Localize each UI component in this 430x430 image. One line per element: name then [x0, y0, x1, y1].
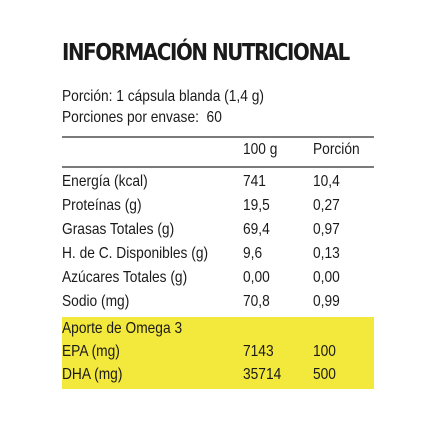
column-header-row: 100 g Porción: [62, 141, 374, 165]
nutrient-label: H. de C. Disponibles (g): [62, 245, 209, 262]
column-header-100g: 100 g: [243, 141, 278, 158]
nutrient-value-100g: 7143: [243, 343, 274, 360]
nutrient-label: EPA (mg): [62, 343, 120, 360]
nutrient-value-serving: 0,27: [313, 197, 340, 214]
nutrient-label: Sodio (mg): [62, 293, 130, 310]
nutrient-label: Proteínas (g): [62, 197, 142, 214]
nutrient-value-serving: 100: [313, 343, 336, 360]
omega-3-highlight: [62, 317, 374, 389]
nutrient-row-carbohydrates: H. de C. Disponibles (g) 9,6 0,13: [62, 245, 374, 269]
serving-size: Porción: 1 cápsula blanda (1,4 g): [62, 88, 264, 105]
nutrient-value-100g: 0,00: [243, 269, 270, 286]
nutrient-value-serving: 0,00: [313, 269, 340, 286]
nutrient-value-serving: 10,4: [313, 173, 340, 190]
omega-row-epa: EPA (mg) 7143 100: [62, 343, 374, 367]
nutrient-row-protein: Proteínas (g) 19,5 0,27: [62, 197, 374, 221]
nutrient-row-total-fat: Grasas Totales (g) 69,4 0,97: [62, 221, 374, 245]
nutrient-label: Energía (kcal): [62, 173, 148, 190]
nutrient-value-100g: 9,6: [243, 245, 263, 262]
nutrient-row-sugars: Azúcares Totales (g) 0,00 0,00: [62, 269, 374, 293]
nutrient-row-energy: Energía (kcal) 741 10,4: [62, 173, 374, 197]
nutrient-label: DHA (mg): [62, 366, 123, 383]
nutrient-label: Azúcares Totales (g): [62, 269, 188, 286]
nutrient-value-serving: 500: [313, 366, 336, 383]
nutrient-value-serving: 0,13: [313, 245, 340, 262]
nutrient-value-100g: 741: [243, 173, 266, 190]
nutrient-value-100g: 35714: [243, 366, 282, 383]
nutrient-value-100g: 19,5: [243, 197, 270, 214]
nutrition-facts-panel: INFORMACIÓN NUTRICIONAL Porción: 1 cápsu…: [62, 0, 374, 430]
nutrient-value-100g: 69,4: [243, 221, 270, 238]
nutrient-row-sodium: Sodio (mg) 70,8 0,99: [62, 293, 374, 317]
nutrient-label: Grasas Totales (g): [62, 221, 175, 238]
servings-per-container: Porciones por envase: 60: [62, 109, 222, 126]
panel-title: INFORMACIÓN NUTRICIONAL: [62, 40, 350, 66]
nutrient-value-serving: 0,99: [313, 293, 340, 310]
nutrient-value-100g: 70,8: [243, 293, 270, 310]
omega-row-dha: DHA (mg) 35714 500: [62, 366, 374, 390]
column-header-serving: Porción: [313, 141, 360, 158]
header-rule: [62, 136, 374, 138]
table-rule: [62, 166, 374, 168]
omega-3-heading-row: Aporte de Omega 3: [62, 320, 374, 344]
omega-3-heading: Aporte de Omega 3: [62, 320, 183, 337]
nutrient-value-serving: 0,97: [313, 221, 340, 238]
